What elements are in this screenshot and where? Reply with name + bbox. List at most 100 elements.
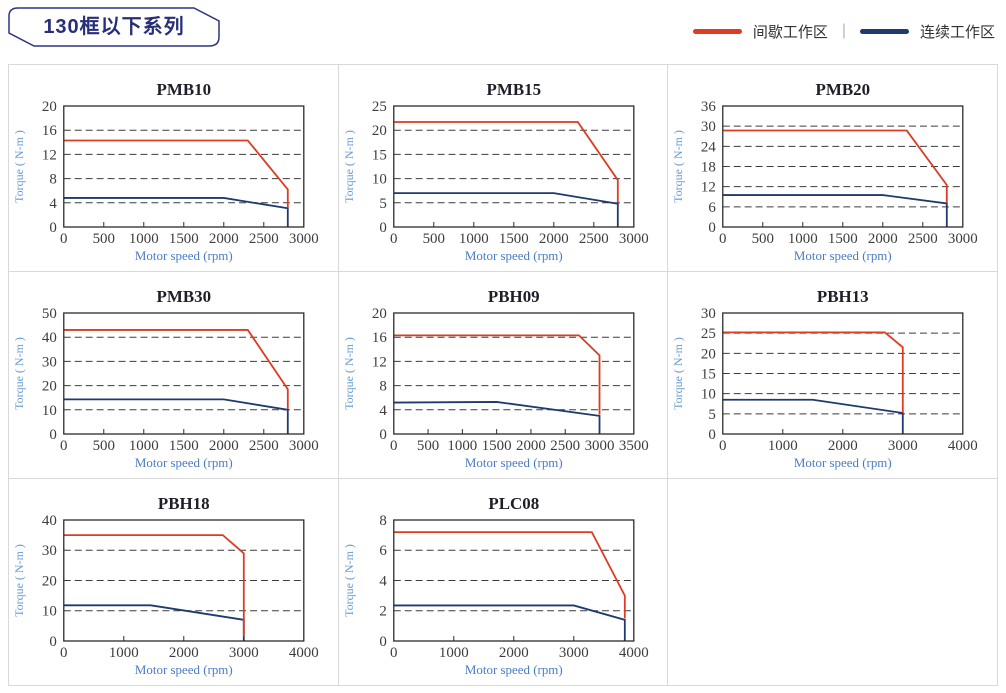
svg-text:1500: 1500	[481, 438, 511, 454]
svg-text:30: 30	[701, 306, 716, 322]
svg-text:6: 6	[709, 200, 717, 216]
series-title-box: 130框以下系列	[8, 7, 220, 47]
chart-title: PMB20	[816, 80, 871, 99]
plot-border	[722, 312, 964, 435]
svg-text:25: 25	[701, 326, 716, 342]
y-tick-labels: 0 10 20 30 40 50	[42, 306, 57, 443]
y-tick-labels: 0 2 4 6 8	[379, 513, 387, 650]
chart-svg-PBH18: PBH18 0 1000 2000 3000 4000 0 10 20 30 40 Motor spe…	[12, 494, 319, 677]
svg-text:1500: 1500	[499, 231, 529, 247]
svg-text:0: 0	[719, 231, 726, 247]
gridlines	[393, 549, 634, 612]
gridlines	[63, 336, 304, 411]
x-tick-labels: 0 1000 2000 3000 4000	[60, 645, 319, 661]
svg-text:2000: 2000	[868, 231, 898, 247]
empty-cell	[668, 479, 997, 685]
gridlines	[393, 129, 634, 204]
continuous-zone-line	[63, 398, 289, 434]
header: 130框以下系列 间歇工作区 | 连续工作区	[0, 0, 1006, 64]
svg-text:1500: 1500	[169, 438, 199, 454]
svg-text:2500: 2500	[249, 438, 279, 454]
svg-text:2000: 2000	[828, 438, 858, 454]
legend-line-intermittent-zone	[692, 28, 742, 34]
svg-text:5: 5	[709, 407, 716, 423]
svg-text:3000: 3000	[559, 645, 589, 661]
svg-text:500: 500	[752, 231, 774, 247]
x-tick-labels: 0 500 1000 1500 2000 2500 3000	[719, 231, 978, 247]
x-tick-marks	[432, 222, 594, 227]
svg-text:3000: 3000	[584, 438, 614, 454]
intermittent-zone-line	[723, 331, 905, 413]
svg-text:2500: 2500	[249, 231, 279, 247]
title-box-outline	[8, 7, 220, 47]
x-axis-label: Motor speed (rpm)	[135, 662, 233, 677]
x-tick-labels: 0 500 1000 1500 2000 2500 3000	[60, 231, 319, 247]
svg-text:20: 20	[42, 99, 57, 115]
svg-text:3000: 3000	[948, 231, 978, 247]
plot-border	[392, 312, 635, 435]
x-tick-marks	[103, 429, 265, 434]
svg-text:24: 24	[701, 139, 716, 155]
continuous-zone-line	[393, 604, 626, 641]
x-axis-label: Motor speed (rpm)	[794, 455, 892, 470]
svg-text:2500: 2500	[908, 231, 938, 247]
chart-title: PMB10	[157, 80, 212, 99]
svg-text:4: 4	[379, 573, 387, 589]
svg-text:16: 16	[42, 123, 57, 139]
svg-text:30: 30	[701, 119, 716, 135]
x-tick-labels: 0 500 1000 1500 2000 2500 3000	[60, 438, 319, 454]
svg-text:0: 0	[60, 438, 67, 454]
svg-text:500: 500	[417, 438, 439, 454]
svg-text:4: 4	[379, 403, 387, 419]
intermittent-zone-line	[63, 139, 289, 208]
svg-text:2000: 2000	[539, 231, 569, 247]
y-axis-label: Torque ( N-m )	[12, 130, 26, 203]
svg-text:3000: 3000	[888, 438, 918, 454]
chart-title: PBH18	[158, 494, 210, 513]
svg-text:3000: 3000	[619, 231, 649, 247]
svg-text:8: 8	[49, 172, 56, 188]
chart-cell-PBH18: PBH18 0 1000 2000 3000 4000 0 10 20 30 40 Motor spe…	[9, 479, 338, 685]
svg-text:4000: 4000	[289, 645, 319, 661]
svg-text:2000: 2000	[209, 231, 239, 247]
chart-cell-PMB15: PMB15 0 500 1000 1500 2000 2500 3000 0 5 10 15 20 25 M…	[338, 65, 668, 271]
intermittent-zone-line	[63, 329, 289, 410]
x-tick-marks	[782, 429, 904, 434]
svg-text:12: 12	[372, 354, 387, 370]
svg-text:2: 2	[379, 604, 386, 620]
chart-grid: PMB10 0 500 1000 1500 2000 2500 3000 0 4 8 12 16 20 Mo…	[8, 64, 998, 686]
svg-text:15: 15	[701, 366, 716, 382]
svg-text:1000: 1000	[459, 231, 489, 247]
svg-text:2000: 2000	[516, 438, 546, 454]
gridlines	[393, 336, 634, 411]
legend-label-continuous-zone: 连续工作区	[919, 23, 995, 41]
svg-text:2000: 2000	[169, 645, 199, 661]
svg-text:20: 20	[42, 573, 57, 589]
svg-text:3500: 3500	[619, 438, 649, 454]
svg-text:500: 500	[93, 438, 115, 454]
chart-svg-PBH09: PBH09 0 500 1000 1500 2000 2500 3000 3500 0 4 8 12 16…	[342, 287, 649, 470]
chart-cell-PMB20: PMB20 0 500 1000 1500 2000 2500 3000 0 6 12 18 24 30 3…	[668, 65, 997, 271]
x-tick-marks	[762, 222, 924, 227]
y-axis-label: Torque ( N-m )	[342, 337, 356, 410]
y-tick-labels: 0 4 8 12 16 20	[372, 306, 387, 443]
gridlines	[723, 125, 964, 208]
svg-text:10: 10	[42, 403, 57, 419]
plot-border	[63, 519, 305, 642]
x-tick-labels: 0 500 1000 1500 2000 2500 3000 3500	[390, 438, 649, 454]
svg-text:2000: 2000	[499, 645, 529, 661]
chart-cell-PBH13: PBH13 0 1000 2000 3000 4000 0 5 10 15 20 25 30 Motor …	[668, 272, 997, 478]
y-axis-label: Torque ( N-m )	[12, 544, 26, 617]
plot-border	[392, 105, 635, 228]
y-tick-labels: 0 6 12 18 24 30 36	[701, 99, 716, 236]
svg-text:1000: 1000	[129, 231, 159, 247]
svg-text:0: 0	[390, 438, 397, 454]
y-tick-labels: 0 5 10 15 20 25 30	[701, 306, 716, 443]
svg-text:30: 30	[42, 543, 57, 559]
x-axis-label: Motor speed (rpm)	[465, 248, 563, 263]
svg-text:1000: 1000	[439, 645, 469, 661]
chart-cell-PBH09: PBH09 0 500 1000 1500 2000 2500 3000 3500 0 4 8 12 16…	[338, 272, 668, 478]
svg-text:30: 30	[42, 354, 57, 370]
